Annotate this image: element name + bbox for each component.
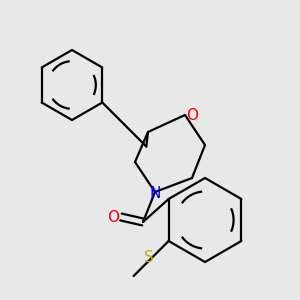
Text: O: O xyxy=(186,107,198,122)
Text: N: N xyxy=(149,185,161,200)
Text: S: S xyxy=(144,250,154,265)
Text: O: O xyxy=(107,209,119,224)
